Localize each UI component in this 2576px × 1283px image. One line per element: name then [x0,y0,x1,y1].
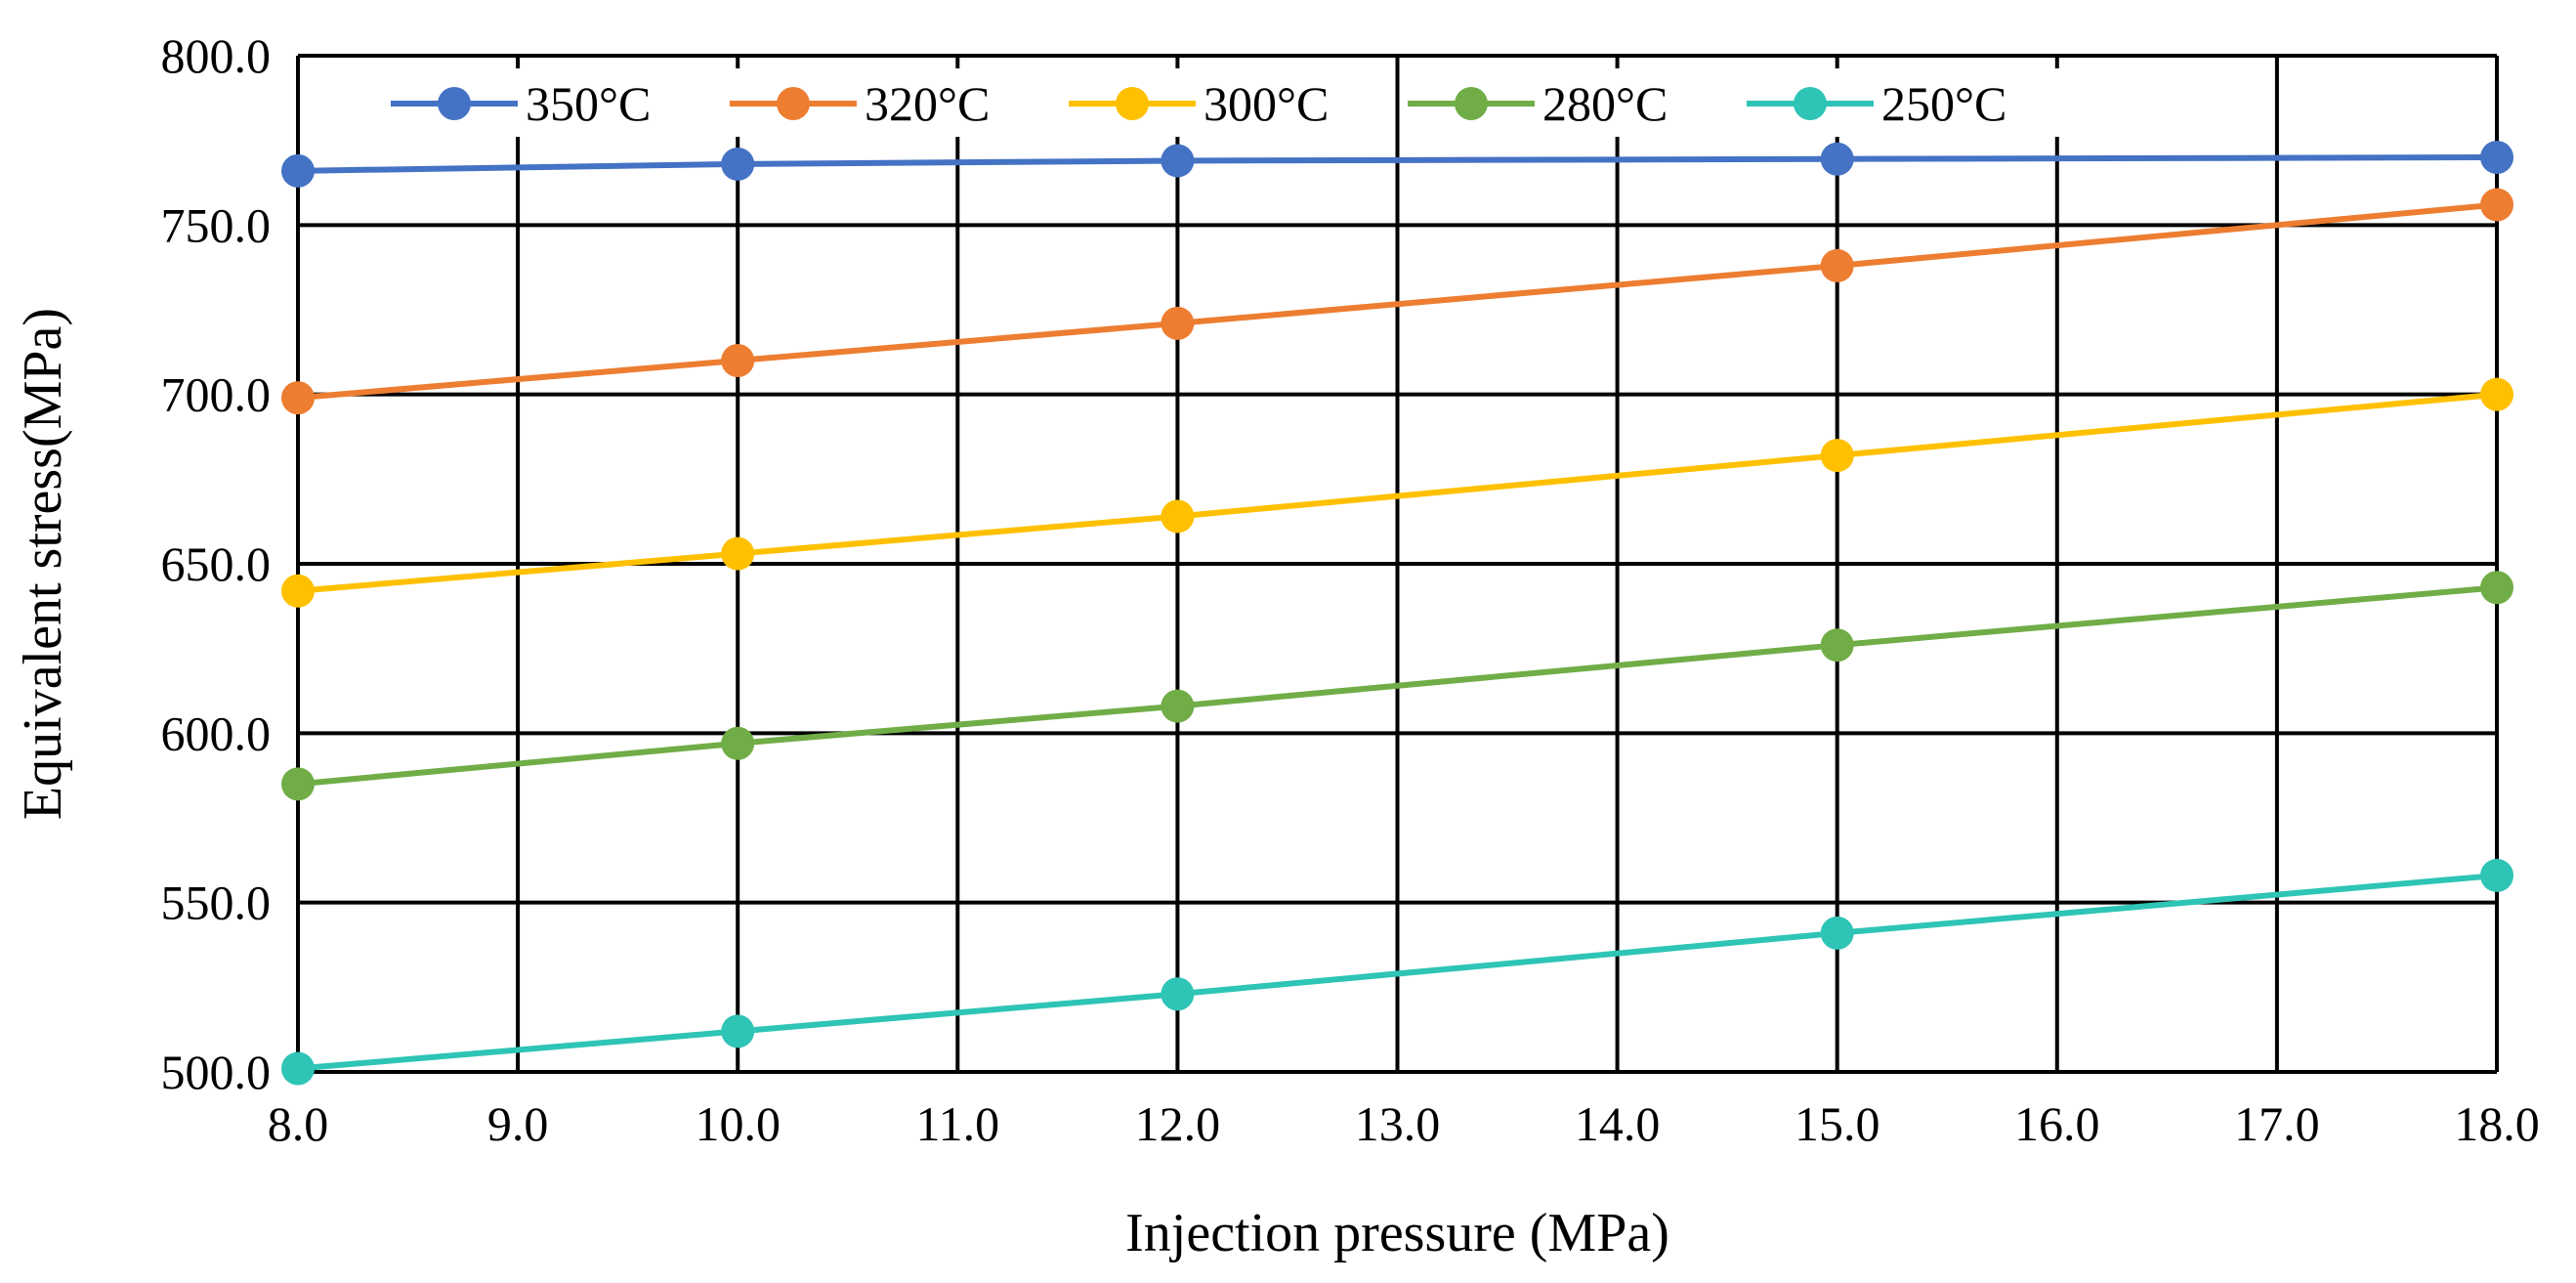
data-point [281,767,315,801]
data-point [2480,188,2513,222]
legend-marker [1794,87,1827,120]
x-tick-label: 13.0 [1355,1096,1441,1151]
x-tick-label: 8.0 [268,1096,329,1151]
data-point [281,1051,315,1086]
data-point [1820,628,1854,663]
legend-label: 350°C [526,76,651,131]
legend-label: 280°C [1542,76,1668,131]
data-point [1161,977,1195,1011]
data-point [2480,571,2513,605]
legend-item: 350°C [389,68,717,137]
legend-marker [1455,87,1488,120]
data-point [281,574,315,608]
x-tick-label: 14.0 [1575,1096,1661,1151]
y-tick-label: 700.0 [161,367,272,422]
data-point [1161,144,1195,178]
y-tick-label: 750.0 [161,197,272,252]
legend-item: 320°C [728,68,1056,137]
grid [296,54,2499,1074]
data-point [281,381,315,415]
x-tick-label: 18.0 [2454,1096,2540,1151]
data-point [1820,142,1854,176]
y-axis-title: Equivalent stress(MPa) [13,308,73,820]
y-tick-label: 600.0 [161,706,272,760]
legend-label: 250°C [1881,76,2006,131]
x-tick-label: 17.0 [2234,1096,2320,1151]
data-point [1820,916,1854,950]
data-point [1820,248,1854,282]
data-point [1161,306,1195,340]
x-axis-title: Injection pressure (MPa) [1125,1203,1669,1263]
x-tick-label: 10.0 [695,1096,781,1151]
data-point [721,147,755,181]
y-tick-label: 650.0 [161,536,272,591]
x-tick-label: 16.0 [2014,1096,2100,1151]
data-point [2480,141,2513,174]
data-point [721,344,755,377]
tick-labels: 500.0 550.0 600.0 650.0 700.0 750.0 800.0 8.0 9.… [161,28,2540,1151]
data-point [1820,439,1854,473]
data-point [281,153,315,188]
x-tick-label: 15.0 [1795,1096,1880,1151]
data-point [2480,377,2513,411]
legend-marker [1116,87,1149,120]
data-point [721,726,755,760]
data-point [2480,858,2513,892]
legend: 350°C 320°C 300°C 280°C 250°C [389,68,2073,137]
x-tick-label: 11.0 [915,1096,999,1151]
data-point [1161,499,1195,534]
legend-item: 250°C [1745,68,2073,137]
y-tick-label: 500.0 [161,1045,272,1099]
legend-label: 320°C [865,76,990,131]
data-series [281,141,2513,1086]
data-point [721,536,755,571]
data-point [721,1014,755,1048]
legend-marker [777,87,810,120]
legend-item: 300°C [1067,68,1395,137]
y-tick-label: 550.0 [161,876,272,930]
x-tick-label: 12.0 [1135,1096,1221,1151]
legend-label: 300°C [1204,76,1329,131]
legend-marker [438,87,471,120]
x-tick-label: 9.0 [487,1096,549,1151]
y-tick-label: 800.0 [161,28,272,83]
data-point [1161,689,1195,723]
legend-item: 280°C [1406,68,1734,137]
